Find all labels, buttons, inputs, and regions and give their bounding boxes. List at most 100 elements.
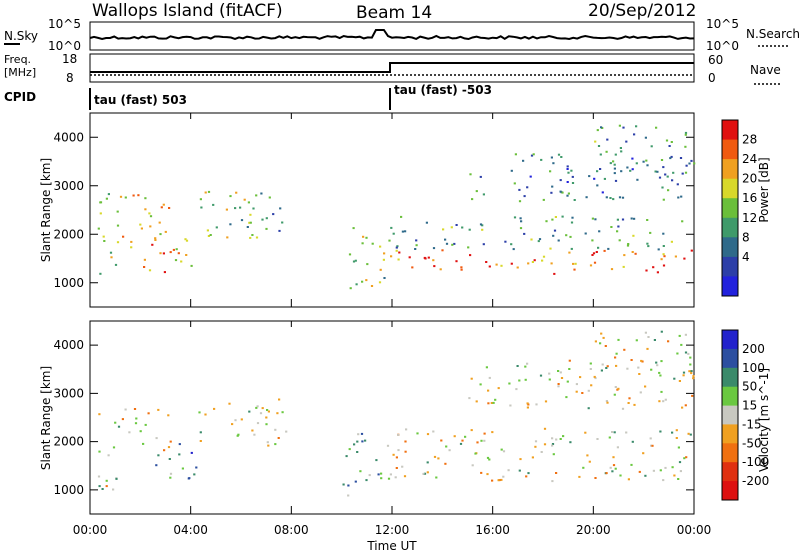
data-cell: [566, 194, 569, 197]
data-cell: [163, 271, 166, 274]
data-cell: [559, 371, 562, 374]
data-cell: [137, 194, 140, 197]
data-cell: [603, 249, 606, 252]
data-cell: [185, 254, 188, 256]
data-cell: [560, 156, 563, 158]
data-cell: [253, 433, 256, 436]
data-cell: [581, 392, 584, 394]
data-cell: [690, 372, 693, 375]
colorbar-swatch: [722, 443, 738, 463]
data-cell: [103, 240, 106, 242]
data-cell: [646, 164, 649, 167]
data-cell: [612, 464, 616, 467]
data-cell: [605, 196, 608, 199]
data-cell: [380, 472, 383, 475]
data-cell: [523, 195, 526, 198]
data-cell: [116, 210, 119, 213]
data-cell: [606, 365, 609, 368]
colorbar-tick-label: -50: [742, 436, 762, 450]
colorbar-tick-label: 200: [742, 342, 765, 356]
data-cell: [249, 213, 252, 216]
data-cell: [240, 418, 243, 421]
data-cell: [397, 258, 400, 261]
frequency-strip: Freq. [MHz] 18 8 60 0 Nave: [4, 52, 781, 85]
data-cell: [426, 471, 429, 474]
data-cell: [144, 208, 147, 211]
data-cell: [488, 376, 491, 379]
data-cell: [642, 160, 645, 163]
data-cell: [371, 242, 374, 245]
data-cell: [620, 170, 623, 173]
data-cell: [115, 477, 118, 480]
data-cell: [582, 466, 585, 469]
data-cell: [249, 236, 252, 239]
colorbar-swatch: [722, 217, 738, 238]
data-cell: [482, 193, 485, 196]
data-cell: [612, 160, 615, 163]
data-cell: [144, 197, 147, 200]
data-cell: [524, 365, 527, 368]
data-cell: [684, 145, 687, 148]
data-cell: [130, 240, 133, 243]
search-tick-bottom: 10^0: [706, 39, 739, 53]
data-cell: [631, 440, 634, 443]
data-cell: [519, 217, 522, 220]
data-cell: [548, 378, 551, 381]
data-cell: [432, 259, 435, 262]
data-cell: [213, 407, 216, 410]
data-cell: [389, 473, 392, 476]
data-cell: [602, 336, 605, 339]
data-cell: [654, 170, 657, 173]
data-cell: [453, 435, 456, 438]
data-cell: [542, 198, 545, 201]
data-cell: [673, 377, 676, 380]
data-cell: [653, 339, 656, 341]
velocity-colorbar-label: Velocity [m s^-1]: [757, 368, 771, 472]
data-cell: [687, 432, 690, 435]
data-cell: [494, 398, 497, 401]
data-cell: [591, 217, 594, 220]
data-cell: [362, 235, 365, 238]
data-cell: [348, 253, 352, 256]
data-cell: [618, 239, 621, 242]
data-cell: [102, 235, 105, 238]
data-cell: [178, 453, 181, 456]
data-cell: [621, 196, 625, 199]
data-cell: [487, 389, 490, 392]
data-cell: [455, 224, 458, 226]
power-panel-frame: [89, 112, 695, 308]
data-cell: [204, 413, 207, 416]
data-cell: [148, 269, 152, 272]
y-tick-label: 4000: [53, 338, 84, 352]
data-cell: [540, 451, 543, 453]
colorbar-swatch: [722, 159, 738, 180]
data-cell: [565, 234, 568, 237]
data-cell: [631, 157, 634, 160]
data-cell: [364, 439, 367, 442]
data-cell: [387, 477, 391, 480]
data-cell: [265, 416, 268, 419]
data-cell: [260, 192, 263, 195]
data-cell: [689, 356, 692, 359]
data-cell: [605, 367, 608, 369]
data-cell: [679, 470, 682, 473]
data-cell: [662, 253, 665, 256]
colorbar-swatch: [722, 139, 738, 160]
data-cell: [614, 153, 617, 156]
data-cell: [167, 446, 171, 449]
data-cell: [453, 242, 456, 245]
power-colorbar: 28 24 20 16 12 8 4: [721, 119, 757, 297]
data-cell: [665, 139, 669, 142]
data-cell: [481, 228, 484, 231]
data-cell: [620, 150, 623, 153]
data-cell: [461, 226, 464, 229]
data-cell: [112, 488, 115, 491]
data-cell: [400, 215, 403, 218]
data-cell: [677, 446, 680, 449]
data-cell: [532, 153, 535, 156]
velocity-ylabel: Slant Range [km]: [39, 366, 53, 470]
data-cell: [195, 466, 198, 469]
data-cell: [593, 177, 596, 180]
data-cell: [646, 347, 649, 350]
data-cell: [207, 235, 210, 237]
